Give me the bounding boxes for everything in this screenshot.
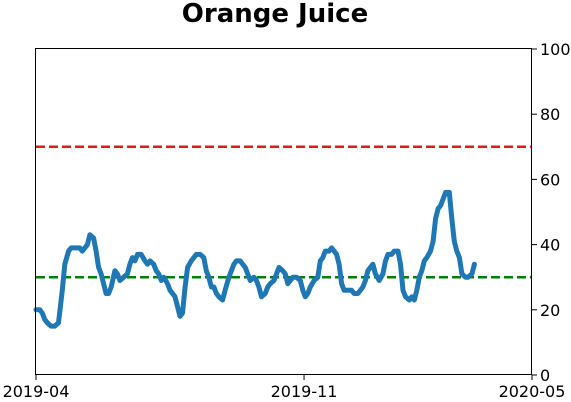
y-tick-label: 60 <box>540 170 560 189</box>
y-tick-label: 80 <box>540 105 560 124</box>
plot-area-frame <box>35 48 532 375</box>
x-axis: 2019-04 2019-11 2020-05 <box>3 375 566 401</box>
y-tick-label: 0 <box>540 366 550 385</box>
x-tick-label: 2019-04 <box>3 382 70 401</box>
y-tick-label: 20 <box>540 301 560 320</box>
series-line <box>33 189 477 329</box>
chart-title: Orange Juice <box>182 0 368 29</box>
y-tick-label: 40 <box>540 236 560 255</box>
y-axis: 0 20 40 60 80 100 <box>532 40 571 385</box>
x-tick-label: 2019-11 <box>271 382 338 401</box>
series-layer <box>33 189 477 329</box>
x-tick-label: 2020-05 <box>499 382 566 401</box>
y-tick-label: 100 <box>540 40 571 59</box>
